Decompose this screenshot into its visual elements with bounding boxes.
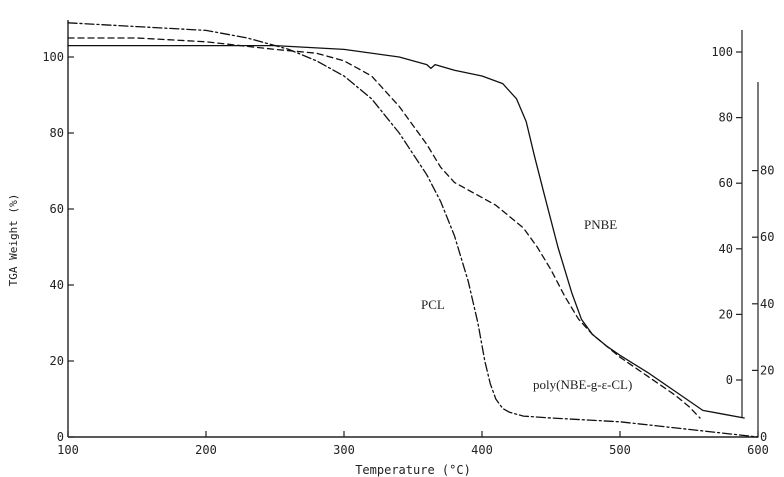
right-a-tick-label: 0 [726,373,733,387]
annotation-copolymer: poly(NBE-g-ε-CL) [533,377,632,392]
right-a-tick-label: 20 [719,307,733,321]
right-axis-a-ticks: 0 20 40 60 80 100 [711,45,742,387]
plot-area [67,20,759,438]
right-a-tick-label: 100 [711,45,733,59]
series-layer [67,22,759,438]
y-axis-ticks: 0 20 40 60 80 100 [42,50,74,444]
right-axis-b-ticks: 0 20 40 60 80 [752,164,774,444]
y-tick-label: 40 [50,278,64,292]
x-axis-ticks: 100 200 300 400 500 600 [57,431,769,457]
right-a-tick-label: 40 [719,242,733,256]
series-line-pcl [67,22,759,438]
series-line-copolymer [67,37,701,419]
right-b-tick-label: 60 [760,230,774,244]
right-a-tick-label: 60 [719,176,733,190]
annotation-pnbe: PNBE [584,217,617,232]
right-b-tick-label: 0 [760,430,767,444]
x-tick-label: 500 [609,443,631,457]
y-tick-label: 80 [50,126,64,140]
y-tick-label: 0 [57,430,64,444]
y-tick-label: 20 [50,354,64,368]
series-line-pnbe [67,44,745,419]
x-tick-label: 100 [57,443,79,457]
annotation-pcl: PCL [421,297,445,312]
right-b-tick-label: 80 [760,164,774,178]
right-a-tick-label: 80 [719,111,733,125]
x-tick-label: 400 [471,443,493,457]
x-axis-label: Temperature (°C) [355,463,471,477]
x-tick-label: 200 [195,443,217,457]
y-axis-label: TGA Weight (%) [7,194,20,287]
x-tick-label: 600 [747,443,769,457]
y-tick-label: 60 [50,202,64,216]
x-tick-label: 300 [333,443,355,457]
right-b-tick-label: 20 [760,363,774,377]
right-b-tick-label: 40 [760,297,774,311]
y-tick-label: 100 [42,50,64,64]
